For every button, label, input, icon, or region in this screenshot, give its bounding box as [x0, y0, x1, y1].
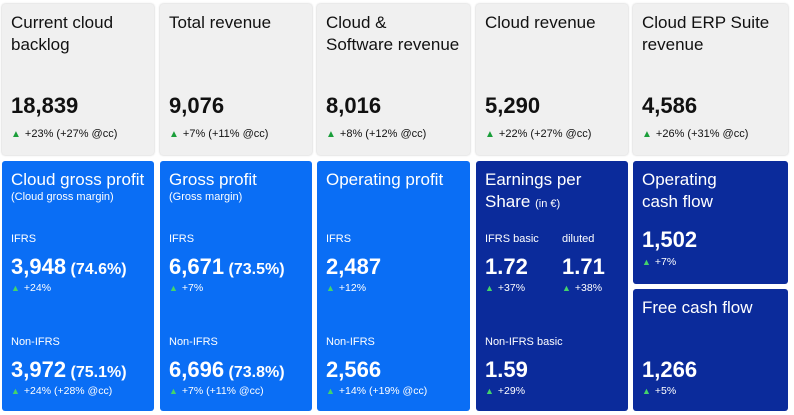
diluted-label: diluted — [562, 233, 595, 245]
nonifrs-value-row: 6,696 (73.8%) — [169, 357, 285, 383]
card-operating-cash-flow: Operating cash flow 1,502 ▲ +7% — [633, 161, 788, 284]
card-change: ▲ +22% (+27% @cc) — [485, 128, 592, 140]
nonifrs-label: Non-IFRS — [169, 336, 218, 348]
ifrs-margin: (74.6%) — [70, 261, 127, 278]
basic-value: 1.72 — [485, 254, 528, 279]
card-earnings-per-share: Earnings per Share (in €) IFRS basic dil… — [476, 161, 628, 411]
up-triangle-icon: ▲ — [326, 129, 336, 140]
card-free-cash-flow: Free cash flow 1,266 ▲ +5% — [633, 289, 788, 411]
ifrs-change: ▲ +12% — [326, 282, 367, 294]
up-triangle-icon: ▲ — [169, 386, 178, 396]
card-value: 9,076 — [169, 93, 225, 118]
card-total-revenue: Total revenue 9,076 ▲ +7% (+11% @cc) — [160, 4, 312, 155]
card-value: 1,266 — [642, 357, 698, 382]
nonifrs-margin: (75.1%) — [70, 364, 127, 381]
unit-label: (in €) — [535, 198, 561, 210]
ifrs-value-row: 3,948 (74.6%) — [11, 254, 127, 280]
card-cloud-revenue: Cloud revenue 5,290 ▲ +22% (+27% @cc) — [476, 4, 628, 155]
up-triangle-icon: ▲ — [642, 257, 651, 267]
card-current-cloud-backlog: Current cloud backlog 18,839 ▲ +23% (+27%… — [2, 4, 154, 155]
card-change: ▲ +5% — [642, 385, 677, 397]
up-triangle-icon: ▲ — [11, 386, 20, 396]
card-title: Current cloud — [11, 13, 114, 32]
card-value: 1,502 — [642, 227, 698, 252]
nonifrs-value-row: 3,972 (75.1%) — [11, 357, 127, 383]
up-triangle-icon: ▲ — [485, 386, 494, 396]
ifrs-label: IFRS — [169, 233, 195, 245]
card-cloud-software-revenue: Cloud & Software revenue 8,016 ▲ +8% (+12… — [317, 4, 470, 155]
card-value: 5,290 — [485, 93, 541, 118]
card-title: Cloud revenue — [485, 13, 596, 32]
card-title-line2: Share (in €) — [485, 192, 561, 211]
card-title: Gross profit — [169, 170, 257, 189]
card-value: 18,839 — [11, 93, 79, 118]
card-title: Operating profit — [326, 170, 444, 189]
card-cloud-gross-profit: Cloud gross profit (Cloud gross margin) … — [2, 161, 154, 411]
up-triangle-icon: ▲ — [11, 129, 21, 140]
card-change: ▲ +26% (+31% @cc) — [642, 128, 749, 140]
card-subtitle: (Cloud gross margin) — [11, 191, 114, 203]
card-title: Cloud ERP Suite — [642, 13, 770, 32]
up-triangle-icon: ▲ — [642, 386, 651, 396]
card-title: Operating — [642, 170, 717, 189]
card-value: 8,016 — [326, 93, 382, 118]
ifrs-value: 3,948 — [11, 254, 67, 279]
nonifrs-label: Non-IFRS — [11, 336, 60, 348]
card-value: 4,586 — [642, 93, 698, 118]
nonifrs-change: ▲ +24% (+28% @cc) — [11, 385, 113, 397]
nonifrs-change: ▲ +29% — [485, 385, 526, 397]
card-title: Cloud & — [326, 13, 387, 32]
ifrs-value-row: 6,671 (73.5%) — [169, 254, 285, 280]
nonifrs-value: 1.59 — [485, 357, 528, 382]
card-change: ▲ +23% (+27% @cc) — [11, 128, 118, 140]
card-change: ▲ +7% (+11% @cc) — [169, 128, 269, 140]
up-triangle-icon: ▲ — [169, 129, 179, 140]
up-triangle-icon: ▲ — [562, 283, 571, 293]
card-title: Earnings per — [485, 170, 582, 189]
card-title-line2: revenue — [642, 35, 704, 54]
card-change: ▲ +7% — [642, 256, 677, 268]
ifrs-label: IFRS — [11, 233, 37, 245]
card-gross-profit: Gross profit (Gross margin) IFRS 6,671 (… — [160, 161, 312, 411]
nonifrs-change: ▲ +7% (+11% @cc) — [169, 385, 264, 397]
card-title: Total revenue — [169, 13, 272, 32]
nonifrs-value: 6,696 — [169, 357, 225, 382]
diluted-value: 1.71 — [562, 254, 605, 279]
up-triangle-icon: ▲ — [11, 283, 20, 293]
ifrs-value: 6,671 — [169, 254, 225, 279]
card-change: ▲ +8% (+12% @cc) — [326, 128, 427, 140]
up-triangle-icon: ▲ — [326, 283, 335, 293]
nonifrs-value: 3,972 — [11, 357, 67, 382]
ifrs-value: 2,487 — [326, 254, 382, 279]
card-title: Free cash flow — [642, 298, 753, 317]
nonifrs-margin: (73.8%) — [228, 364, 285, 381]
diluted-change: ▲ +38% — [562, 282, 603, 294]
card-title-line2: cash flow — [642, 192, 713, 211]
up-triangle-icon: ▲ — [326, 386, 335, 396]
nonifrs-label: Non-IFRS basic — [485, 336, 563, 348]
up-triangle-icon: ▲ — [642, 129, 652, 140]
ifrs-label: IFRS — [326, 233, 352, 245]
basic-change: ▲ +37% — [485, 282, 526, 294]
ifrs-change: ▲ +24% — [11, 282, 52, 294]
card-title-line2: Software revenue — [326, 35, 460, 54]
card-cloud-erp-suite-revenue: Cloud ERP Suite revenue 4,586 ▲ +26% (+31… — [633, 4, 788, 155]
up-triangle-icon: ▲ — [485, 129, 495, 140]
nonifrs-label: Non-IFRS — [326, 336, 375, 348]
ifrs-margin: (73.5%) — [228, 261, 285, 278]
card-operating-profit: Operating profit IFRS 2,487 ▲ +12% Non-IF… — [317, 161, 470, 411]
ifrs-change: ▲ +7% — [169, 282, 204, 294]
card-title: Cloud gross profit — [11, 170, 145, 189]
nonifrs-change: ▲ +14% (+19% @cc) — [326, 385, 428, 397]
card-title-line2: backlog — [11, 35, 70, 54]
basic-label: IFRS basic — [485, 233, 539, 245]
up-triangle-icon: ▲ — [169, 283, 178, 293]
up-triangle-icon: ▲ — [485, 283, 494, 293]
nonifrs-value: 2,566 — [326, 357, 382, 382]
card-subtitle: (Gross margin) — [169, 191, 243, 203]
